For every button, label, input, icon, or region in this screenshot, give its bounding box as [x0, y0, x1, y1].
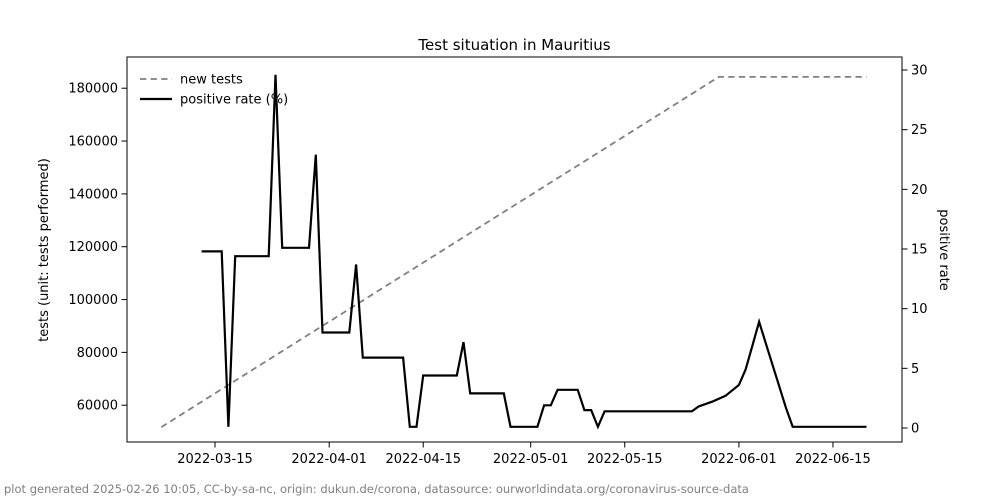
- y-left-tick-label: 140000: [68, 187, 118, 202]
- legend-label-new-tests: new tests: [180, 73, 243, 88]
- y-left-tick-label: 120000: [68, 240, 118, 255]
- y-right-tick-label: 0: [911, 422, 919, 437]
- series-line-new-tests: [160, 76, 867, 428]
- y-left-axis-label: tests (unit: tests performed): [37, 158, 52, 342]
- y-right-tick-label: 5: [911, 362, 919, 377]
- y-left-tick-label: 60000: [77, 399, 118, 414]
- y-right-tick-label: 20: [911, 183, 928, 198]
- y-left-tick-label: 180000: [68, 82, 118, 97]
- legend-label-positive-rate: positive rate (%): [180, 93, 288, 108]
- plot-border: [126, 56, 903, 443]
- x-tick-label: 2022-05-15: [587, 452, 663, 467]
- chart-title: Test situation in Mauritius: [417, 36, 610, 54]
- x-tick-label: 2022-06-01: [701, 452, 777, 467]
- y-left-tick-label: 100000: [68, 293, 118, 308]
- y-right-tick-label: 10: [911, 302, 928, 317]
- axis-ticks-layer: 2022-03-15 2022-04-01 2022-04-15 2022-05-01…: [68, 64, 927, 467]
- y-right-tick-label: 15: [911, 243, 928, 258]
- series-layer: [160, 74, 867, 430]
- x-tick-label: 2022-03-15: [177, 452, 253, 467]
- y-right-axis-label: positive rate: [936, 209, 951, 291]
- y-right-tick-label: 25: [911, 123, 928, 138]
- x-tick-label: 2022-04-15: [385, 452, 461, 467]
- x-tick-label: 2022-06-15: [795, 452, 871, 467]
- x-tick-label: 2022-04-01: [291, 452, 367, 467]
- y-left-tick-label: 80000: [77, 346, 118, 361]
- x-tick-label: 2022-05-01: [493, 452, 569, 467]
- footer-credit-text: plot generated 2025-02-26 10:05, CC-by-s…: [4, 482, 749, 496]
- y-left-tick-label: 160000: [68, 135, 118, 150]
- legend: new tests positive rate (%): [140, 73, 288, 108]
- series-line-positive-rate-: [201, 74, 867, 430]
- y-right-tick-label: 30: [911, 64, 928, 79]
